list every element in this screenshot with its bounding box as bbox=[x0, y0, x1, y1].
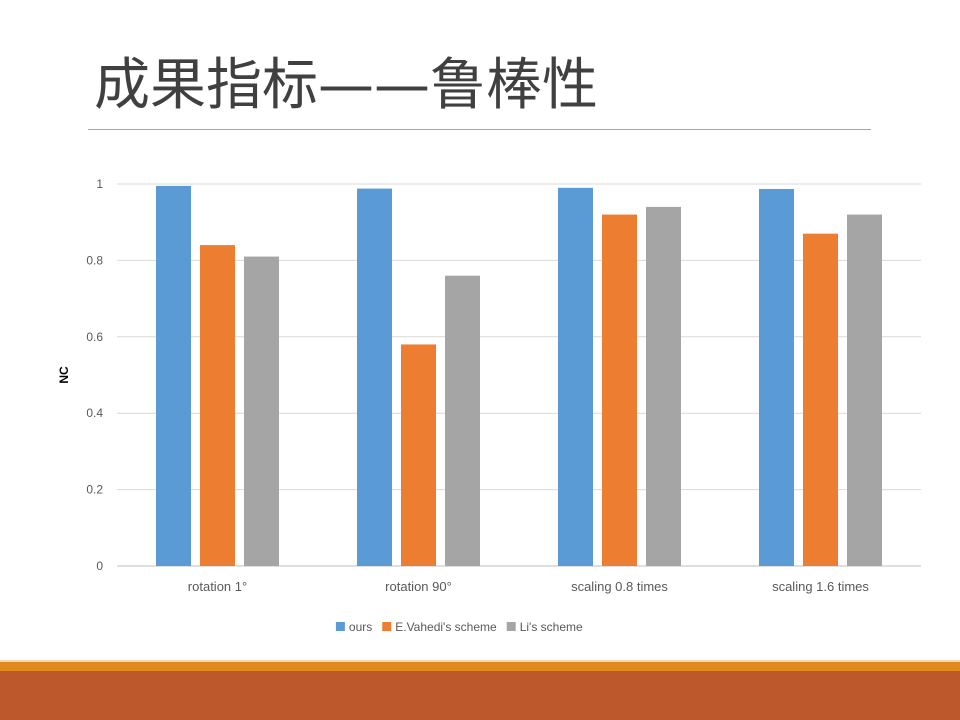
slide-title: 成果指标——鲁棒性 bbox=[94, 53, 598, 118]
footer-accent-band bbox=[0, 662, 960, 671]
bar-ours-0 bbox=[156, 185, 191, 566]
bar-chart: 0 0.2 0.4 0.6 0.8 1 NC rotation 1° rotation 90… bbox=[57, 177, 921, 634]
title-divider bbox=[88, 129, 871, 130]
legend-swatch bbox=[335, 622, 345, 631]
x-tick-label: rotation 90° bbox=[385, 579, 452, 594]
y-tick-label: 1 bbox=[96, 177, 103, 191]
y-axis-label: NC bbox=[57, 366, 71, 384]
bar-li-s-scheme-0 bbox=[244, 256, 279, 566]
footer-band bbox=[0, 671, 960, 720]
y-tick-label: 0.8 bbox=[86, 253, 103, 267]
bar-e-vahedi-s-scheme-3 bbox=[803, 233, 838, 566]
legend-label: ours bbox=[349, 620, 372, 634]
bar-li-s-scheme-2 bbox=[646, 206, 681, 567]
legend-swatch bbox=[382, 622, 392, 631]
x-tick-labels: rotation 1° rotation 90° scaling 0.8 times… bbox=[188, 579, 870, 594]
y-tick-label: 0.6 bbox=[86, 330, 103, 344]
footer-highlight bbox=[0, 660, 960, 662]
bar-e-vahedi-s-scheme-2 bbox=[602, 214, 637, 566]
y-tick-label: 0 bbox=[96, 559, 103, 573]
bar-ours-2 bbox=[558, 187, 593, 566]
bars bbox=[156, 185, 882, 567]
chart-container: 0 0.2 0.4 0.6 0.8 1 NC rotation 1° rotation 90… bbox=[57, 177, 921, 634]
y-tick-label: 0.2 bbox=[86, 483, 103, 497]
gridlines bbox=[117, 183, 921, 567]
bar-li-s-scheme-1 bbox=[445, 275, 480, 566]
x-tick-label: rotation 1° bbox=[188, 579, 247, 594]
bar-e-vahedi-s-scheme-0 bbox=[200, 245, 235, 566]
y-tick-labels: 0 0.2 0.4 0.6 0.8 1 bbox=[86, 177, 103, 573]
y-tick-label: 0.4 bbox=[86, 406, 103, 420]
legend: ours E.Vahedi's scheme Li's scheme bbox=[335, 620, 583, 634]
bar-ours-3 bbox=[759, 188, 794, 566]
legend-label: Li's scheme bbox=[520, 620, 583, 634]
bar-e-vahedi-s-scheme-1 bbox=[401, 344, 436, 566]
legend-label: E.Vahedi's scheme bbox=[395, 620, 497, 634]
legend-swatch bbox=[506, 622, 516, 631]
x-tick-label: scaling 1.6 times bbox=[772, 579, 869, 594]
bar-ours-1 bbox=[357, 188, 392, 567]
bar-li-s-scheme-3 bbox=[847, 214, 882, 566]
x-tick-label: scaling 0.8 times bbox=[571, 579, 668, 594]
